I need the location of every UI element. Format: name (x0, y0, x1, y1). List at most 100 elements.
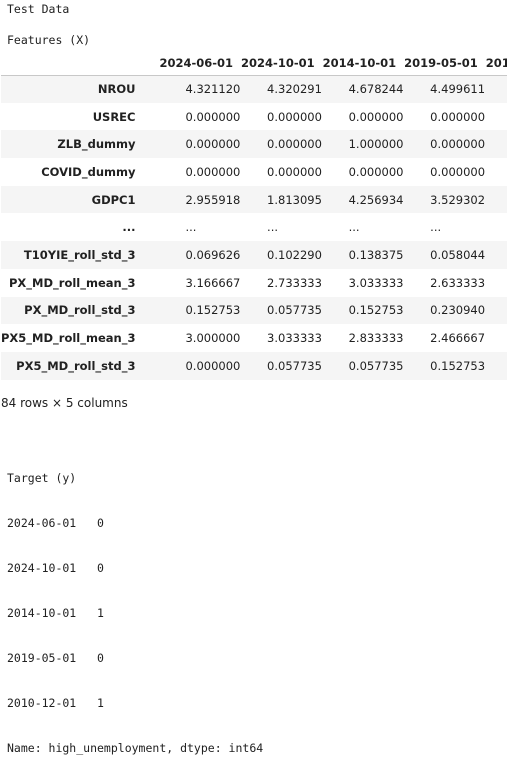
column-header: 2024-06-01 (159, 52, 242, 76)
table-cell: 0.117551 (486, 241, 507, 269)
table-row: PX_MD_roll_std_3 0.152753 0.057735 0.152… (1, 296, 507, 325)
row-label: PX5_MD_roll_mean_3 (1, 331, 136, 346)
table-cell: 0.000000 (430, 109, 486, 124)
table-cell: 2.955918 (185, 192, 241, 207)
column-header: 2010-12-01 (485, 52, 507, 76)
table-row: GDPC1 2.955918 1.813095 4.256934 3.52930… (1, 185, 507, 214)
table-cell: 0.000000 (267, 137, 322, 152)
series-value: 0 (97, 516, 104, 530)
column-header: 2024-10-01 (241, 52, 323, 76)
row-label: PX5_MD_roll_std_3 (16, 358, 136, 373)
series-value: 0 (97, 561, 104, 575)
table-cell: 0.000000 (185, 358, 241, 373)
table-cell: 2.633333 (430, 275, 486, 290)
table-cell: 0.057735 (267, 303, 322, 318)
table-cell: ... (348, 220, 360, 235)
series-row: 2024-06-01 0 (7, 516, 263, 531)
table-cell: 3.166667 (185, 275, 241, 290)
table-row: NROU 4.321120 4.320291 4.678244 4.499611… (1, 75, 507, 103)
table-cell: 0.138375 (348, 247, 404, 262)
table-cell: 4.320291 (267, 82, 322, 97)
table-cell: 0.152753 (348, 303, 404, 318)
column-header: 2019-05-01 (404, 52, 486, 76)
series-index: 2024-06-01 (7, 516, 77, 530)
table-cell: 0.057735 (348, 358, 404, 373)
dataframe-header-row: 2024-06-01 2024-10-01 2014-10-01 2019-05… (1, 52, 507, 76)
table-cell: ... (486, 213, 507, 241)
table-cell: 3.033333 (267, 331, 322, 346)
table-cell: 0.173205 (486, 297, 507, 325)
table-cell: 3.000000 (185, 331, 241, 346)
table-cell: 2.733333 (267, 275, 322, 290)
row-label: NROU (97, 82, 136, 97)
table-cell: 0.000000 (267, 109, 322, 124)
row-label: COVID_dummy (41, 164, 136, 179)
table-cell: 3.033333 (348, 275, 404, 290)
series-row: 2019-05-01 0 (7, 651, 263, 666)
table-cell: 0.000000 (430, 137, 486, 152)
table-cell: 1.813095 (267, 192, 322, 207)
series-footer: Name: high_unemployment, dtype: int64 (7, 741, 264, 755)
table-cell: 0.152753 (430, 358, 486, 373)
table-row-ellipsis: ... ... ... ... ... ... (1, 213, 507, 241)
table-cell: 0.000000 (430, 164, 486, 179)
series-value: 1 (97, 606, 104, 620)
row-label: USREC (92, 109, 136, 124)
table-cell: ... (267, 220, 279, 235)
row-label: ZLB_dummy (57, 137, 136, 152)
table-cell: 4.256934 (348, 192, 404, 207)
table-cell: 0.000000 (348, 109, 404, 124)
table-cell: ... (430, 220, 442, 235)
table-row: PX_MD_roll_mean_3 3.166667 2.733333 3.03… (1, 269, 507, 297)
table-cell: 0.152753 (185, 303, 241, 318)
table-row: PX5_MD_roll_std_3 0.000000 0.057735 0.05… (1, 351, 507, 380)
series-value: 0 (97, 651, 104, 665)
table-cell: 0.058044 (430, 247, 486, 262)
index-header (1, 52, 160, 76)
table-cell: 2.900000 (486, 269, 507, 297)
table-cell: 3.529302 (430, 192, 486, 207)
series-index: 2024-10-01 (7, 561, 77, 575)
series-value: 1 (97, 696, 104, 710)
series-index: 2019-05-01 (7, 651, 77, 665)
series-index: 2010-12-01 (7, 696, 77, 710)
row-label: GDPC1 (91, 192, 136, 207)
table-cell: 2.100441 (486, 186, 507, 214)
table-cell: 2.466667 (430, 331, 486, 346)
table-row: ZLB_dummy 0.000000 0.000000 1.000000 0.0… (1, 130, 507, 159)
table-cell: 0.057735 (267, 358, 322, 373)
features-title: Features (X) (7, 33, 91, 47)
table-cell: 0.102290 (267, 247, 322, 262)
table-cell: 0.000000 (348, 164, 404, 179)
table-cell: 1.000000 (348, 137, 404, 152)
row-label: ... (122, 220, 136, 235)
table-row: USREC 0.000000 0.000000 0.000000 0.00000… (1, 103, 507, 131)
output-title: Test Data (7, 2, 70, 16)
table-cell: 4.499611 (430, 82, 486, 97)
target-title: Target (y) (7, 471, 77, 485)
table-row: T10YIE_roll_std_3 0.069626 0.102290 0.13… (1, 241, 507, 269)
series-index: 2014-10-01 (7, 606, 77, 620)
table-row: COVID_dummy 0.000000 0.000000 0.000000 0… (1, 158, 507, 186)
dataframe-shape-note: 84 rows × 5 columns (1, 396, 128, 410)
table-cell: 4.321120 (185, 82, 241, 97)
series-row: 2014-10-01 1 (7, 606, 263, 621)
table-cell: 4.982664 (486, 75, 507, 103)
row-label: T10YIE_roll_std_3 (23, 247, 136, 262)
table-row: PX5_MD_roll_mean_3 3.000000 3.033333 2.8… (1, 324, 507, 352)
table-cell: 2.833333 (348, 331, 404, 346)
table-cell: 0.000000 (486, 103, 507, 131)
table-cell: 2.800000 (486, 324, 507, 352)
table-cell: 0.230940 (430, 303, 486, 318)
column-header: 2014-10-01 (322, 52, 405, 76)
row-label: PX_MD_roll_std_3 (24, 303, 136, 318)
table-cell: 4.678244 (348, 82, 404, 97)
table-cell: 0.000000 (185, 109, 241, 124)
table-cell: 0.000000 (185, 137, 241, 152)
row-label: PX_MD_roll_mean_3 (9, 275, 136, 290)
table-cell: 0.000000 (267, 164, 322, 179)
features-dataframe: 2024-06-01 2024-10-01 2014-10-01 2019-05… (1, 52, 507, 380)
table-cell: 0.000000 (185, 164, 241, 179)
table-cell: 0.000000 (486, 352, 507, 380)
table-cell: 0.000000 (486, 158, 507, 186)
